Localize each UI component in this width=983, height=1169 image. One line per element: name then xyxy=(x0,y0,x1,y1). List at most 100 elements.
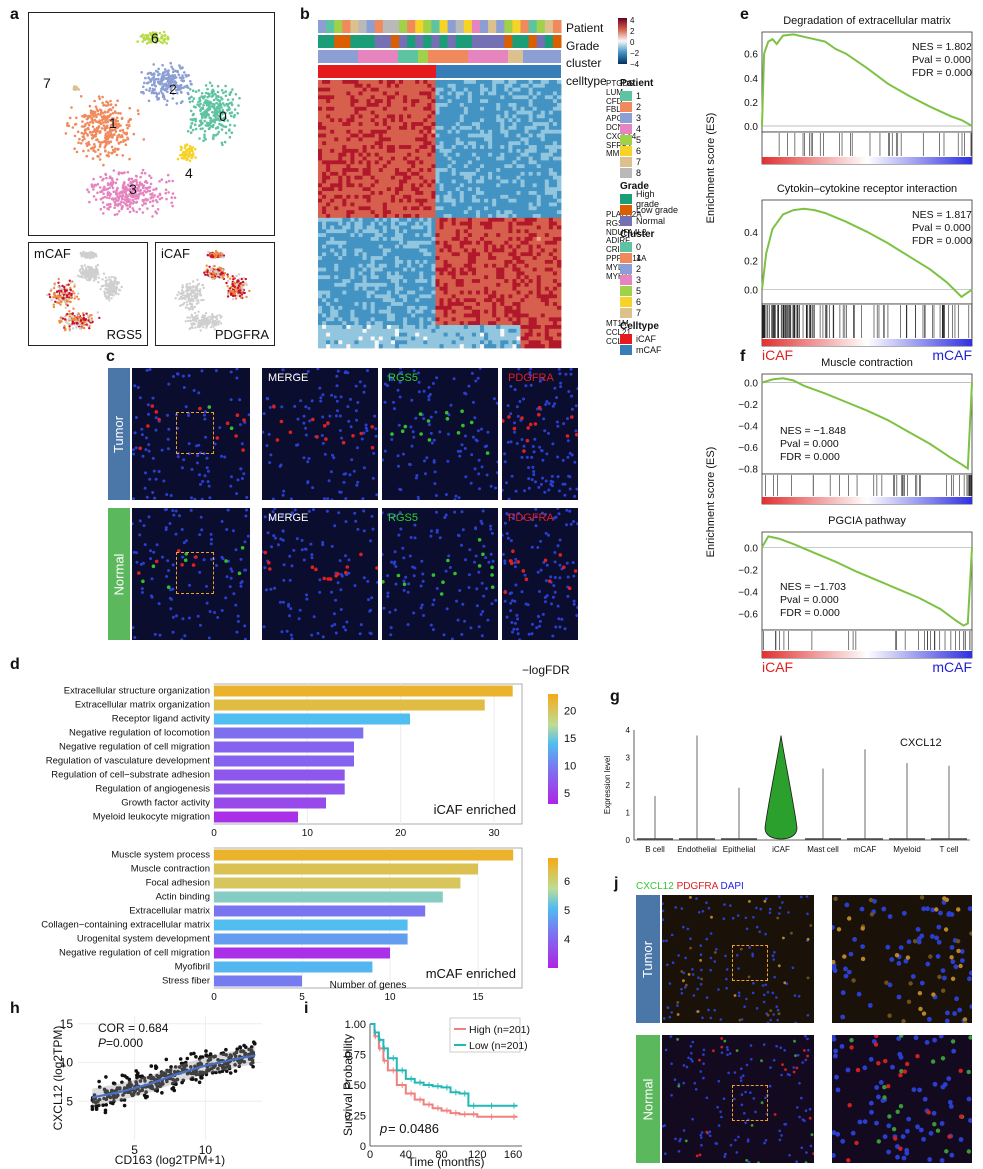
heat-cell xyxy=(508,87,513,92)
heat-cell xyxy=(378,214,384,219)
heat-cell xyxy=(508,194,513,200)
heat-cell xyxy=(552,99,558,104)
inset-point xyxy=(218,255,221,259)
heat-cell xyxy=(334,171,339,177)
heat-cell xyxy=(524,198,529,203)
heat-cell xyxy=(419,194,424,200)
tsne-point xyxy=(97,148,100,152)
heat-cell xyxy=(500,175,505,180)
heat-cell xyxy=(354,191,359,196)
heat-cell xyxy=(350,148,355,154)
heat-cell xyxy=(548,152,554,157)
inset-point xyxy=(68,300,71,303)
tsne-point xyxy=(124,143,128,146)
heat-cell xyxy=(378,194,384,200)
heat-cell xyxy=(354,102,359,108)
tsne-point xyxy=(182,79,186,83)
heat-cell xyxy=(423,102,428,108)
heat-cell xyxy=(419,160,424,165)
tsne-point xyxy=(224,84,227,88)
heat-cell xyxy=(362,148,367,154)
tsne-point xyxy=(185,85,189,89)
heat-cell xyxy=(346,129,351,134)
heat-cell xyxy=(358,122,363,127)
heat-cell xyxy=(544,87,550,92)
heat-cell xyxy=(399,206,404,211)
heat-cell xyxy=(354,179,359,184)
heat-cell xyxy=(419,91,424,96)
heat-cell xyxy=(322,83,327,89)
heat-cell xyxy=(419,148,424,154)
heat-cell xyxy=(423,80,428,85)
heat-cell xyxy=(463,156,469,161)
heat-cell xyxy=(362,168,367,173)
inset-point xyxy=(182,296,186,300)
heat-cell xyxy=(435,125,440,131)
heat-cell xyxy=(524,183,529,188)
heat-cell xyxy=(467,125,473,131)
tsne-point xyxy=(126,207,129,210)
tsne-point xyxy=(204,124,208,127)
inset-point xyxy=(78,327,82,330)
inset-point xyxy=(227,289,230,293)
heat-cell xyxy=(342,91,347,96)
inset-point xyxy=(226,293,230,296)
tsne-point xyxy=(92,195,96,198)
tsne-point xyxy=(96,182,100,186)
tsne-point xyxy=(98,119,101,122)
inset-point xyxy=(63,288,66,291)
inset-point xyxy=(213,256,217,259)
tsne-point xyxy=(152,63,155,66)
heat-cell xyxy=(394,198,400,203)
heat-cell xyxy=(330,122,335,127)
heat-cell xyxy=(423,129,428,134)
heat-cell xyxy=(439,206,444,211)
inset-point xyxy=(73,283,76,286)
heat-cell xyxy=(415,137,420,142)
tsne-point xyxy=(149,33,152,37)
heat-cell xyxy=(556,80,562,85)
tsne-point xyxy=(148,87,152,90)
tsne-point xyxy=(191,118,195,122)
heat-cell xyxy=(411,156,416,161)
heat-cell xyxy=(399,141,404,146)
heat-cell xyxy=(415,164,420,169)
heat-cell xyxy=(459,171,465,177)
tsne-point xyxy=(120,207,123,211)
tsne-point xyxy=(165,76,168,80)
heat-cell xyxy=(322,175,327,180)
heat-cell xyxy=(318,99,323,104)
tsne-point xyxy=(174,76,177,79)
heat-cell xyxy=(370,152,376,157)
inset-point xyxy=(73,297,76,300)
heat-cell xyxy=(338,210,343,215)
heat-cell xyxy=(318,83,323,89)
heat-cell xyxy=(556,214,562,219)
tsne-point xyxy=(93,143,96,146)
annot-patient xyxy=(480,20,489,33)
cluster-label-4: 4 xyxy=(185,165,193,181)
heat-cell xyxy=(524,164,529,169)
tsne-point xyxy=(184,149,188,153)
inset-point xyxy=(73,285,76,288)
inset-point xyxy=(77,292,80,295)
heat-cell xyxy=(496,114,501,119)
heat-cell xyxy=(480,194,485,200)
tsne-point xyxy=(212,133,215,137)
heat-cell xyxy=(407,179,412,184)
heat-cell xyxy=(378,80,384,85)
heat-cell xyxy=(435,133,440,138)
tsne-point xyxy=(98,145,102,148)
heat-cell xyxy=(403,148,408,154)
tsne-point xyxy=(117,122,120,126)
heat-cell xyxy=(471,217,477,223)
heat-cell xyxy=(382,145,388,150)
heat-cell xyxy=(362,152,367,157)
heat-cell xyxy=(443,80,448,85)
heat-cell xyxy=(318,156,323,161)
tsne-point xyxy=(149,71,153,75)
heat-cell xyxy=(447,152,453,157)
heat-cell xyxy=(528,183,534,188)
heat-cell xyxy=(399,191,404,196)
heat-cell xyxy=(431,80,436,85)
